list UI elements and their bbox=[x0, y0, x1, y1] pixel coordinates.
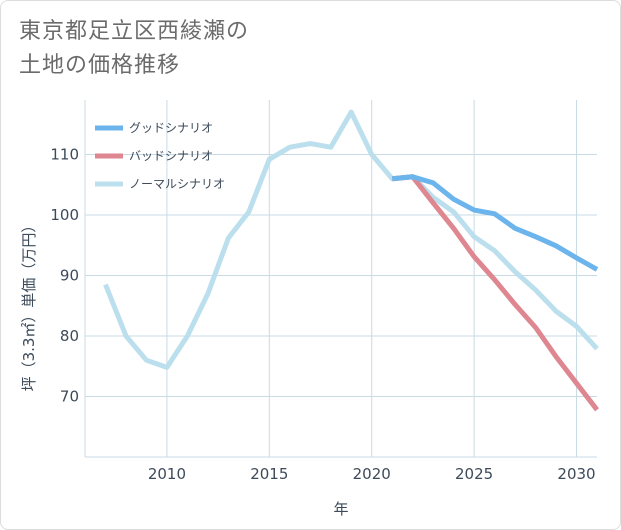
y-tick-label: 100 bbox=[50, 206, 79, 224]
x-tick-label: 2010 bbox=[148, 465, 186, 483]
legend-label: グッドシナリオ bbox=[129, 121, 213, 135]
grid-lines bbox=[84, 100, 597, 458]
legend-label: バッドシナリオ bbox=[129, 149, 213, 163]
chart-title-line2: 土地の価格推移 bbox=[19, 53, 181, 78]
tick-labels: 70 80 90 100 110 2010 2015 2020 2025 2030 bbox=[50, 145, 595, 483]
series-lines bbox=[103, 109, 599, 412]
series-line-normal bbox=[103, 109, 599, 370]
legend-label: ノーマルシナリオ bbox=[129, 177, 225, 191]
x-tick-label: 2030 bbox=[557, 465, 595, 483]
chart-title-line1: 東京都足立区西綾瀬の bbox=[19, 19, 250, 44]
y-tick-label: 70 bbox=[60, 387, 79, 405]
series-line-good bbox=[391, 174, 599, 272]
y-tick-label: 80 bbox=[60, 327, 79, 345]
y-tick-label: 90 bbox=[60, 266, 79, 284]
x-axis-title: 年 bbox=[333, 500, 348, 518]
chart-title: 東京都足立区西綾瀬の 土地の価格推移 bbox=[19, 15, 419, 83]
series-line-bad bbox=[391, 174, 599, 412]
y-axis-title: 坪（3.3㎡）単価（万円） bbox=[20, 218, 38, 392]
x-tick-label: 2025 bbox=[455, 465, 493, 483]
y-tick-label: 110 bbox=[50, 145, 79, 163]
x-tick-label: 2020 bbox=[353, 465, 391, 483]
x-tick-label: 2015 bbox=[250, 465, 288, 483]
